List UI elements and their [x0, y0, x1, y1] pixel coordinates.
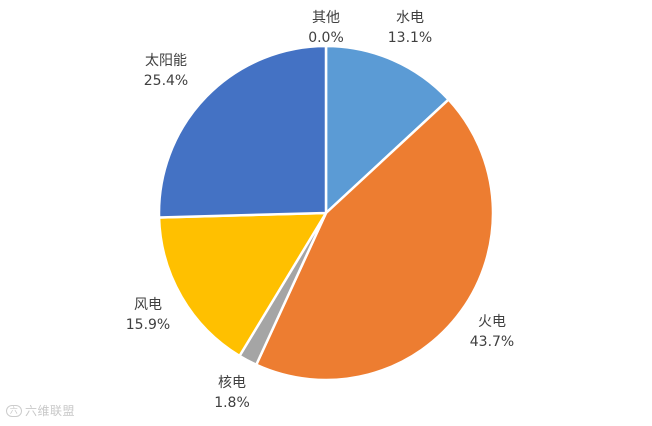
slice-3-name-label: 风电: [134, 297, 162, 313]
slice-5-name-label: 其他: [312, 10, 340, 26]
watermark-text: 六维联盟: [25, 404, 76, 418]
slice-2-name-label: 核电: [218, 375, 246, 391]
slice-4: [157, 44, 328, 219]
slices-layer: [157, 44, 495, 382]
labels-layer: 水电 13.1% 火电 43.7% 核电 1.8% 风电 15.9% 太阳能 25.4% 其他 0.0…: [126, 10, 514, 411]
slice-4-value-label: 25.4%: [144, 73, 188, 89]
slice-0-value-label: 13.1%: [388, 30, 432, 46]
slice-0: [324, 44, 450, 215]
slice-5-value-label: 0.0%: [308, 30, 344, 46]
slice-0-name-label: 水电: [396, 10, 424, 26]
slice-1: [255, 98, 495, 382]
slice-4-name-label: 太阳能: [145, 53, 187, 69]
watermark: 六 六维联盟: [6, 402, 75, 419]
slice-3-value-label: 15.9%: [126, 317, 170, 333]
slice-1-value-label: 43.7%: [470, 334, 514, 350]
slice-2-value-label: 1.8%: [214, 395, 250, 411]
watermark-logo-icon: 六: [6, 404, 22, 417]
slice-3: [157, 211, 328, 358]
slice-1-name-label: 火电: [478, 314, 506, 330]
